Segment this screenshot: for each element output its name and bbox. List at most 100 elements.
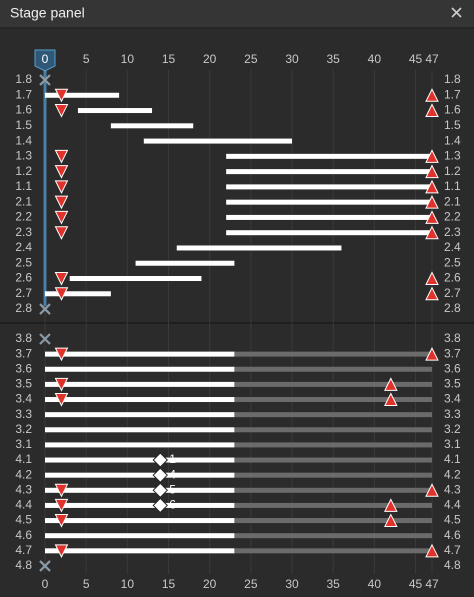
top-tick-label: 25 bbox=[244, 52, 258, 66]
bar[interactable] bbox=[45, 502, 235, 508]
start-marker[interactable] bbox=[54, 104, 69, 118]
diamond-label: 6 bbox=[169, 498, 176, 512]
cross-marker[interactable] bbox=[39, 333, 51, 345]
end-marker[interactable] bbox=[425, 286, 439, 301]
bar-tail[interactable] bbox=[234, 427, 432, 433]
end-marker[interactable] bbox=[384, 513, 398, 528]
row-label: 4.4 bbox=[444, 498, 461, 512]
bar[interactable] bbox=[45, 457, 235, 463]
start-marker[interactable] bbox=[54, 347, 69, 362]
bar[interactable] bbox=[176, 245, 342, 251]
start-marker[interactable] bbox=[54, 498, 69, 513]
cross-marker[interactable] bbox=[39, 74, 51, 86]
end-marker[interactable] bbox=[425, 483, 439, 497]
bar-tail[interactable] bbox=[234, 381, 432, 387]
end-marker[interactable] bbox=[425, 210, 439, 224]
bar-tail[interactable] bbox=[234, 457, 432, 463]
bar-tail[interactable] bbox=[234, 412, 432, 418]
start-marker[interactable] bbox=[54, 393, 69, 407]
bar[interactable] bbox=[226, 199, 432, 205]
bar[interactable] bbox=[226, 153, 432, 159]
start-marker[interactable] bbox=[54, 377, 69, 392]
close-button[interactable] bbox=[451, 7, 462, 18]
bar-tail[interactable] bbox=[234, 397, 432, 403]
end-marker[interactable] bbox=[384, 377, 398, 391]
bar[interactable] bbox=[45, 397, 235, 403]
bar[interactable] bbox=[45, 351, 235, 357]
bar[interactable] bbox=[45, 442, 235, 448]
bar[interactable] bbox=[45, 366, 235, 372]
bar[interactable] bbox=[45, 472, 235, 478]
cross-marker[interactable] bbox=[39, 303, 51, 315]
start-marker[interactable] bbox=[54, 149, 69, 164]
bar[interactable] bbox=[45, 518, 235, 524]
end-marker[interactable] bbox=[425, 103, 439, 118]
row-label: 1.5 bbox=[15, 118, 32, 132]
end-marker[interactable] bbox=[425, 543, 439, 558]
bar[interactable] bbox=[226, 214, 432, 220]
cross-marker[interactable] bbox=[39, 560, 51, 572]
row-label: 3.2 bbox=[15, 422, 32, 436]
diamond-marker[interactable] bbox=[152, 452, 168, 468]
row-label: 3.8 bbox=[444, 331, 461, 345]
bar[interactable] bbox=[45, 92, 120, 98]
start-marker[interactable] bbox=[54, 165, 69, 179]
bar[interactable] bbox=[45, 381, 235, 387]
row-label: 1.1 bbox=[15, 179, 32, 193]
end-marker[interactable] bbox=[425, 225, 439, 240]
bar-tail[interactable] bbox=[234, 351, 432, 357]
start-marker[interactable] bbox=[54, 483, 69, 498]
row-label: 2.7 bbox=[444, 286, 461, 300]
end-marker[interactable] bbox=[425, 149, 439, 163]
bar-tail[interactable] bbox=[234, 548, 432, 554]
start-marker[interactable] bbox=[54, 210, 69, 225]
end-marker[interactable] bbox=[425, 179, 439, 194]
diamond-marker[interactable] bbox=[152, 467, 168, 483]
start-marker[interactable] bbox=[54, 226, 69, 240]
row-label: 1.7 bbox=[444, 87, 461, 101]
end-marker[interactable] bbox=[425, 347, 439, 361]
bar-tail[interactable] bbox=[234, 502, 432, 508]
bar[interactable] bbox=[226, 184, 432, 190]
bar[interactable] bbox=[69, 276, 202, 282]
start-marker[interactable] bbox=[54, 180, 69, 195]
end-marker[interactable] bbox=[384, 498, 398, 512]
bar-tail[interactable] bbox=[234, 472, 432, 478]
cursor-handle[interactable] bbox=[34, 49, 56, 72]
end-marker[interactable] bbox=[425, 164, 439, 179]
start-marker[interactable] bbox=[54, 272, 69, 286]
bar-tail[interactable] bbox=[234, 533, 432, 539]
bar[interactable] bbox=[77, 108, 153, 114]
end-marker[interactable] bbox=[425, 88, 439, 102]
bar[interactable] bbox=[226, 230, 432, 236]
end-marker[interactable] bbox=[425, 195, 439, 209]
start-marker[interactable] bbox=[54, 195, 69, 210]
diamond-marker[interactable] bbox=[152, 482, 168, 499]
bottom-tick-label: 25 bbox=[244, 577, 258, 591]
end-marker[interactable] bbox=[384, 392, 398, 407]
close-icon[interactable] bbox=[451, 7, 462, 18]
row-label: 3.4 bbox=[444, 392, 461, 406]
row-label: 1.1 bbox=[444, 179, 461, 193]
row-label: 1.5 bbox=[444, 118, 461, 132]
end-marker[interactable] bbox=[425, 271, 439, 286]
bar-tail[interactable] bbox=[234, 366, 432, 372]
bar[interactable] bbox=[226, 169, 432, 175]
bar[interactable] bbox=[45, 291, 111, 297]
start-marker[interactable] bbox=[54, 287, 69, 301]
bar-tail[interactable] bbox=[234, 442, 432, 448]
bar[interactable] bbox=[135, 260, 235, 266]
start-marker[interactable] bbox=[54, 514, 69, 528]
bar-tail[interactable] bbox=[234, 487, 432, 493]
bar[interactable] bbox=[45, 533, 235, 539]
bar[interactable] bbox=[45, 427, 235, 433]
bar[interactable] bbox=[110, 123, 194, 129]
bar[interactable] bbox=[45, 548, 235, 554]
bar-tail[interactable] bbox=[234, 518, 432, 524]
start-marker[interactable] bbox=[54, 544, 69, 558]
diamond-marker[interactable] bbox=[152, 497, 168, 514]
bar[interactable] bbox=[45, 487, 235, 493]
start-marker[interactable] bbox=[54, 88, 69, 103]
bar[interactable] bbox=[45, 412, 235, 418]
bar[interactable] bbox=[143, 138, 293, 144]
